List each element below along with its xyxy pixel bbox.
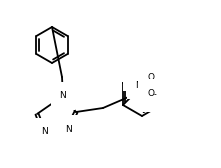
Text: F: F [148, 78, 154, 88]
Text: -: - [154, 91, 156, 99]
Text: O: O [147, 89, 154, 97]
Text: O: O [147, 73, 154, 81]
Text: N: N [60, 92, 66, 100]
Text: F: F [132, 73, 137, 81]
Text: N: N [135, 80, 142, 90]
Text: N: N [42, 128, 48, 136]
Text: N: N [65, 124, 71, 134]
Text: F: F [148, 94, 154, 102]
